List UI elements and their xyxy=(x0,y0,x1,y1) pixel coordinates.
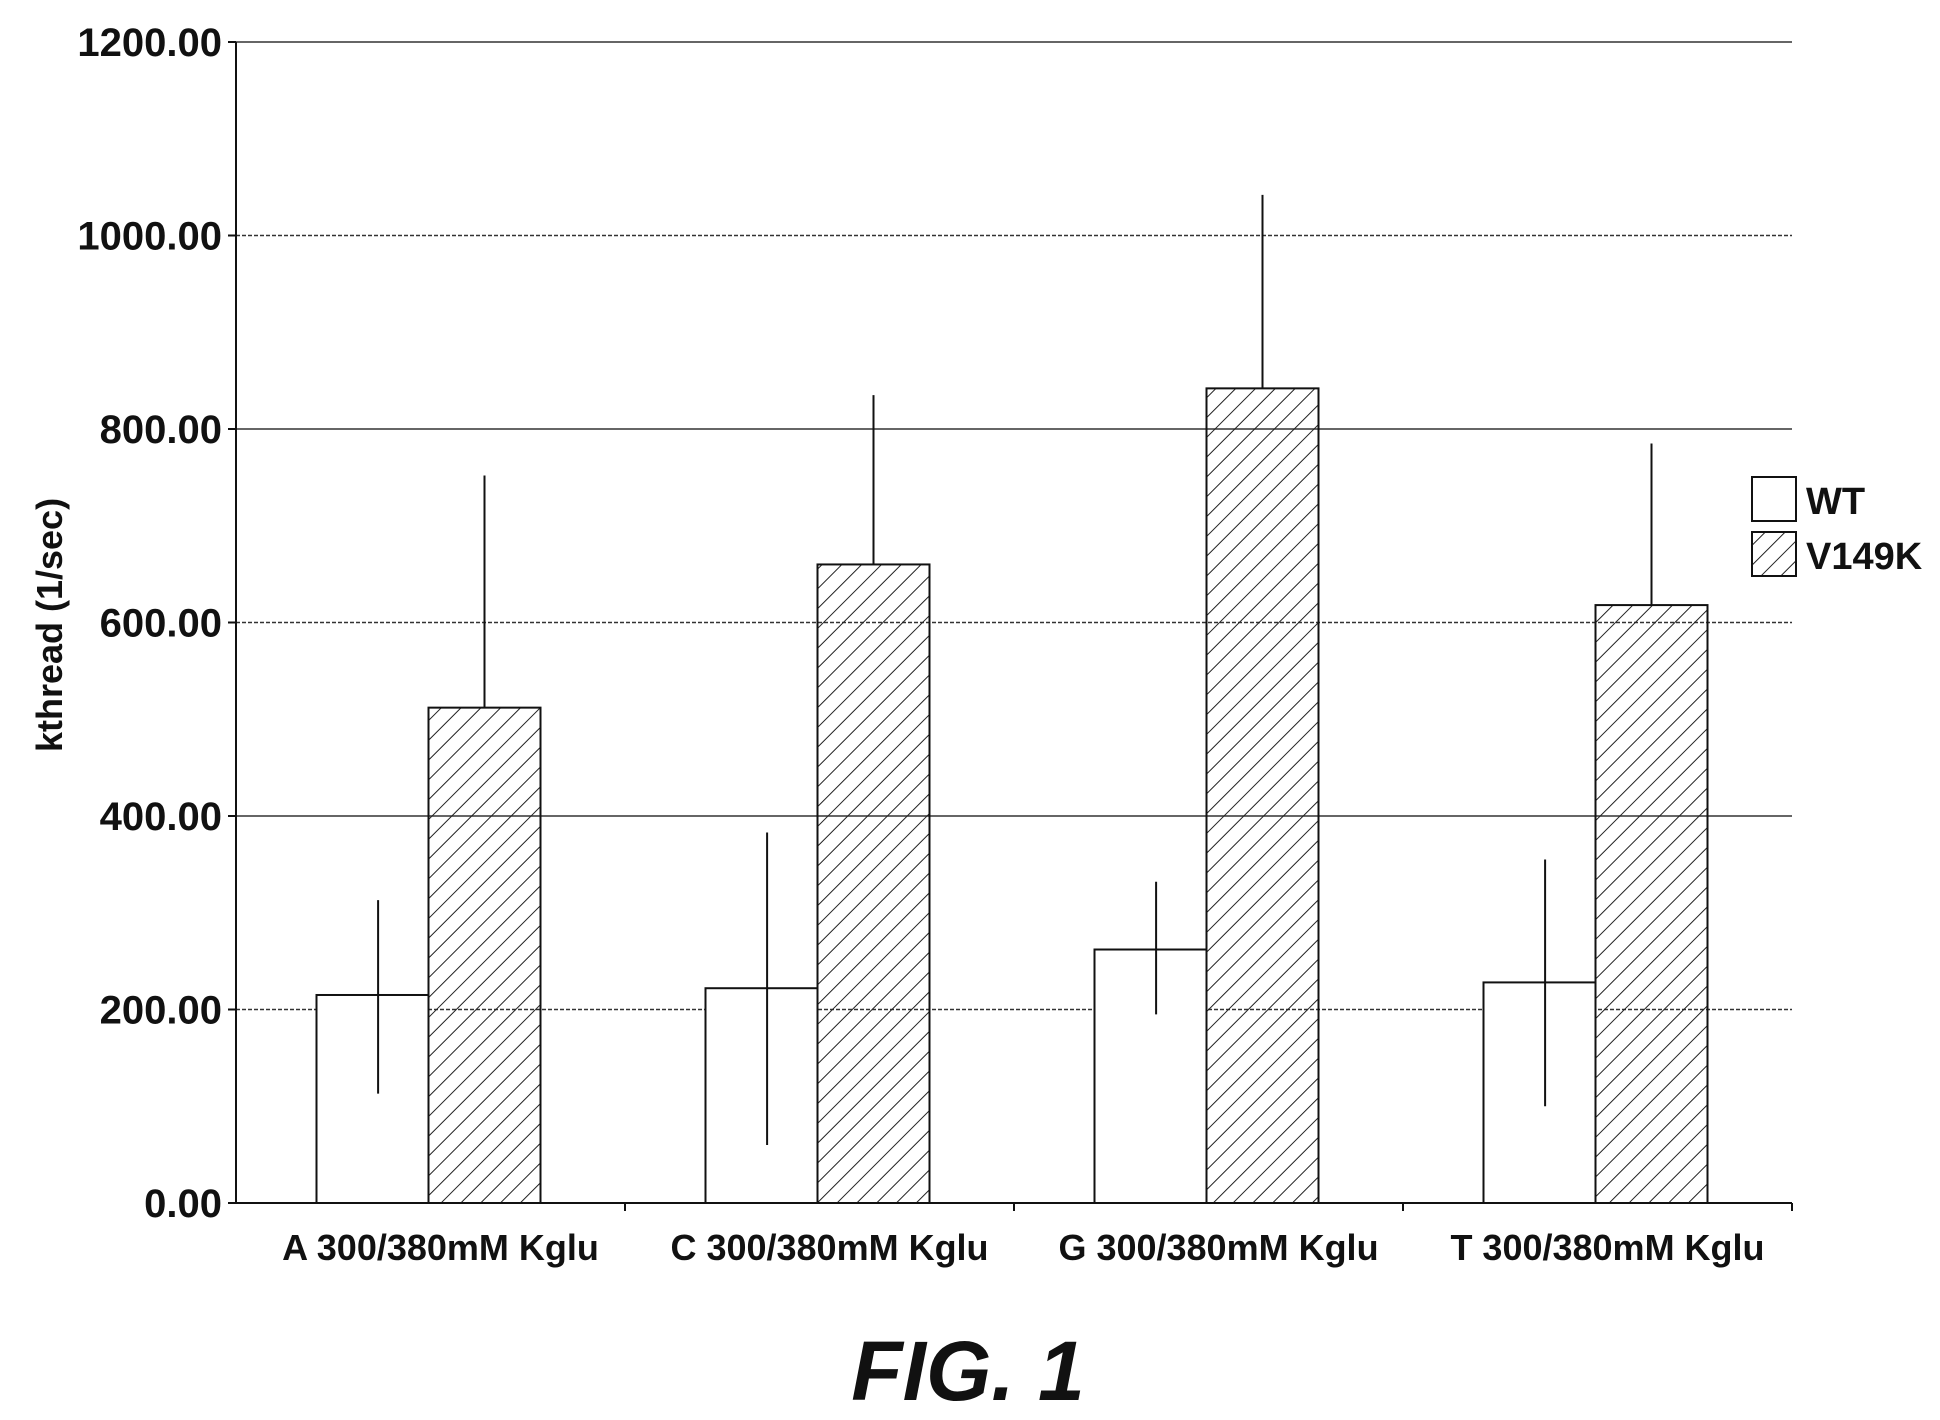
category-label: A 300/380mM Kglu xyxy=(282,1227,599,1268)
y-tick-label: 800.00 xyxy=(100,408,222,452)
legend-label-wt: WT xyxy=(1806,481,1865,523)
bar-v149k-3 xyxy=(1594,604,1709,1204)
legend: WT V149K xyxy=(1751,476,1923,578)
y-tick-labels: 0.00 200.00 400.00 600.00 800.00 1000.00 1200.… xyxy=(77,21,222,1226)
category-labels: A 300/380mM Kglu C 300/380mM Kglu G 300/38… xyxy=(282,1227,1764,1268)
legend-swatch-v149k xyxy=(1751,531,1797,577)
bar-v149k-2 xyxy=(1205,387,1320,1204)
category-label: T 300/380mM Kglu xyxy=(1450,1227,1764,1268)
bars xyxy=(315,387,1709,1205)
y-tick-label: 0.00 xyxy=(144,1182,222,1226)
y-axis-title: kthread (1/sec) xyxy=(29,498,70,752)
bar-v149k-1 xyxy=(816,563,931,1204)
y-tick-label: 400.00 xyxy=(100,795,222,839)
bar-wt-3 xyxy=(1482,981,1597,1204)
bar-wt-0 xyxy=(315,993,430,1204)
y-tick-label: 1000.00 xyxy=(77,215,222,259)
y-tick-label: 200.00 xyxy=(100,989,222,1033)
legend-swatch-wt xyxy=(1751,476,1797,522)
y-tick-label: 1200.00 xyxy=(77,21,222,65)
bar-wt-2 xyxy=(1093,948,1208,1205)
y-tick-label: 600.00 xyxy=(100,602,222,646)
category-label: G 300/380mM Kglu xyxy=(1058,1227,1378,1268)
bar-v149k-0 xyxy=(427,706,542,1204)
figure-caption: FIG. 1 xyxy=(851,1324,1084,1418)
legend-label-v149k: V149K xyxy=(1806,536,1923,578)
bar-wt-1 xyxy=(704,987,819,1205)
category-label: C 300/380mM Kglu xyxy=(670,1227,988,1268)
error-bars xyxy=(377,194,1653,1145)
